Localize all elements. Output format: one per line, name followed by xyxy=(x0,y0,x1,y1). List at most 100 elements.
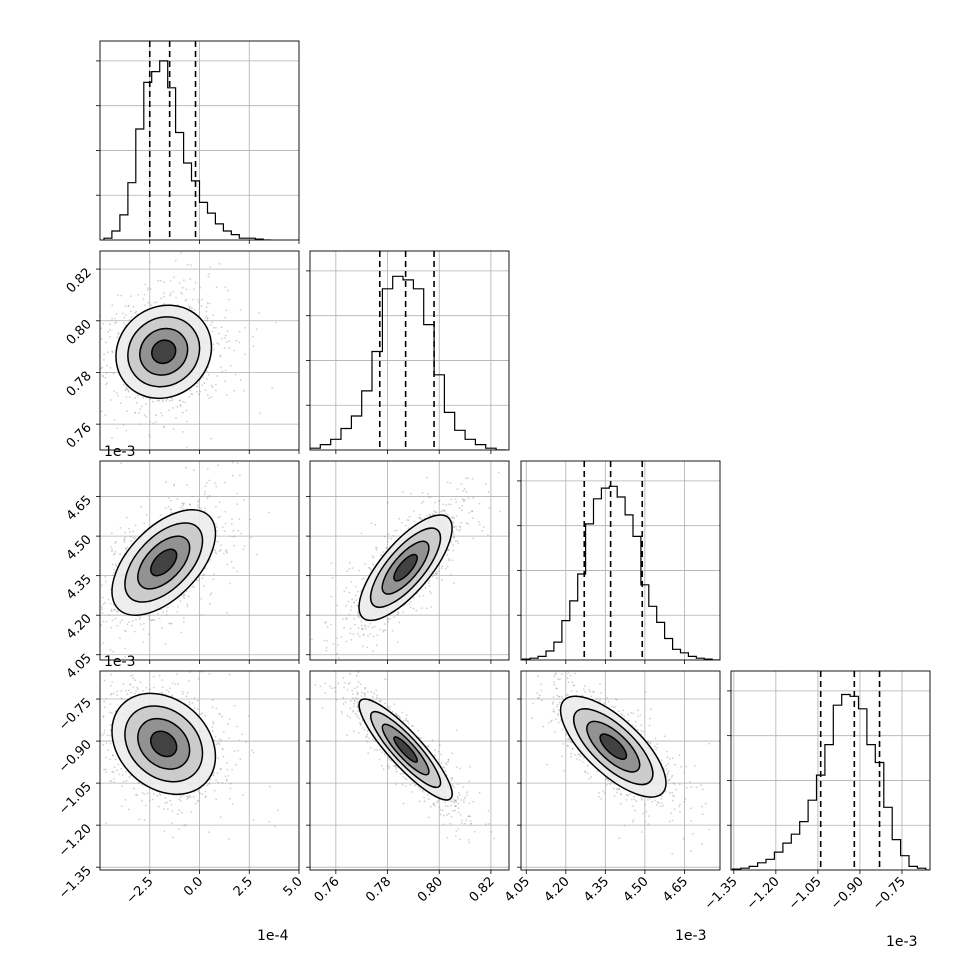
scatter-point xyxy=(357,590,359,593)
scatter-point xyxy=(92,615,94,617)
scatter-point xyxy=(116,690,119,693)
scatter-point xyxy=(143,622,145,625)
scatter-point xyxy=(142,298,145,301)
scatter-point xyxy=(438,500,441,502)
scatter-point xyxy=(233,704,236,707)
scatter-point xyxy=(221,370,224,373)
scatter-point xyxy=(398,621,401,624)
scatter-point xyxy=(148,618,150,620)
scatter-point xyxy=(236,725,239,728)
scatter-point xyxy=(94,689,96,691)
scatter-point xyxy=(110,610,113,612)
scatter-point xyxy=(250,536,252,539)
scatter-point xyxy=(184,823,187,826)
scatter-point xyxy=(144,304,147,306)
scatter-point xyxy=(130,540,133,543)
scatter-point xyxy=(252,431,254,433)
scatter-point xyxy=(172,427,175,430)
scatter-point xyxy=(429,496,432,498)
scatter-point xyxy=(101,366,104,369)
scatter-point xyxy=(182,400,185,403)
scatter-point xyxy=(119,553,121,556)
scatter-point xyxy=(69,350,71,352)
scatter-point xyxy=(232,529,235,532)
scatter-point xyxy=(91,366,93,368)
scatter-point xyxy=(404,524,407,527)
scatter-point xyxy=(238,739,241,742)
scatter-point xyxy=(215,485,218,488)
scatter-point xyxy=(133,692,136,695)
scatter-point xyxy=(206,317,209,319)
scatter-point xyxy=(219,713,222,715)
scatter-point xyxy=(196,699,199,702)
scatter-point xyxy=(97,602,99,604)
scatter-point xyxy=(141,792,144,794)
scatter-point xyxy=(109,329,112,331)
scatter-point xyxy=(255,328,258,331)
scatter-point xyxy=(113,692,115,695)
scatter-point xyxy=(175,296,178,299)
scatter-point xyxy=(160,608,163,611)
scatter-point xyxy=(152,422,155,425)
scatter-point xyxy=(395,529,398,532)
scatter-point xyxy=(197,504,199,506)
scatter-point xyxy=(234,373,237,376)
scatter-point xyxy=(114,550,117,553)
scatter-point xyxy=(128,318,131,321)
scatter-point xyxy=(172,407,175,409)
scatter-point xyxy=(178,828,181,830)
scatter-point xyxy=(121,698,123,700)
scatter-point xyxy=(109,685,112,687)
scatter-point xyxy=(221,781,224,784)
scatter-point xyxy=(188,701,191,703)
panel-pair-1 xyxy=(91,431,299,691)
scatter-point xyxy=(102,603,105,605)
scatter-point xyxy=(132,530,135,533)
scatter-point xyxy=(117,333,120,335)
scatter-point xyxy=(163,425,166,428)
scatter-point xyxy=(145,403,147,406)
scatter-point xyxy=(247,715,250,717)
scatter-point xyxy=(199,390,202,393)
scatter-point xyxy=(130,535,132,538)
scatter-point xyxy=(349,627,352,630)
scatter-point xyxy=(236,492,239,495)
scatter-point xyxy=(90,345,92,347)
scatter-point xyxy=(244,327,247,329)
scatter-point xyxy=(164,507,167,509)
scatter-point xyxy=(205,378,208,380)
scatter-point xyxy=(227,289,230,292)
scatter-point xyxy=(198,792,201,795)
scatter-point xyxy=(450,541,452,543)
scatter-point xyxy=(91,635,93,637)
scatter-point xyxy=(228,838,231,840)
scatter-point xyxy=(105,620,108,623)
scatter-point xyxy=(97,686,99,688)
scatter-point xyxy=(142,641,145,643)
scatter-point xyxy=(188,307,191,310)
scatter-point xyxy=(212,578,215,581)
scatter-point xyxy=(109,703,112,705)
scatter-point xyxy=(112,778,115,780)
scatter-point xyxy=(158,674,161,677)
scatter-point xyxy=(173,483,176,486)
scatter-point xyxy=(183,502,185,505)
scatter-point xyxy=(97,356,99,358)
scatter-point xyxy=(67,365,69,367)
scatter-point xyxy=(173,276,176,278)
scatter-point xyxy=(437,500,440,503)
scatter-point xyxy=(51,734,53,736)
scatter-point xyxy=(170,803,173,806)
scatter-point xyxy=(140,623,142,625)
scatter-point xyxy=(153,619,156,622)
scatter-point xyxy=(211,706,214,709)
scatter-point xyxy=(464,499,466,501)
scatter-point xyxy=(113,571,116,574)
scatter-point xyxy=(413,596,415,599)
scatter-point xyxy=(424,586,427,589)
scatter-point xyxy=(126,546,129,548)
scatter-point xyxy=(216,342,219,344)
scatter-point xyxy=(205,315,208,317)
scatter-point xyxy=(125,386,128,389)
scatter-point xyxy=(218,743,221,746)
